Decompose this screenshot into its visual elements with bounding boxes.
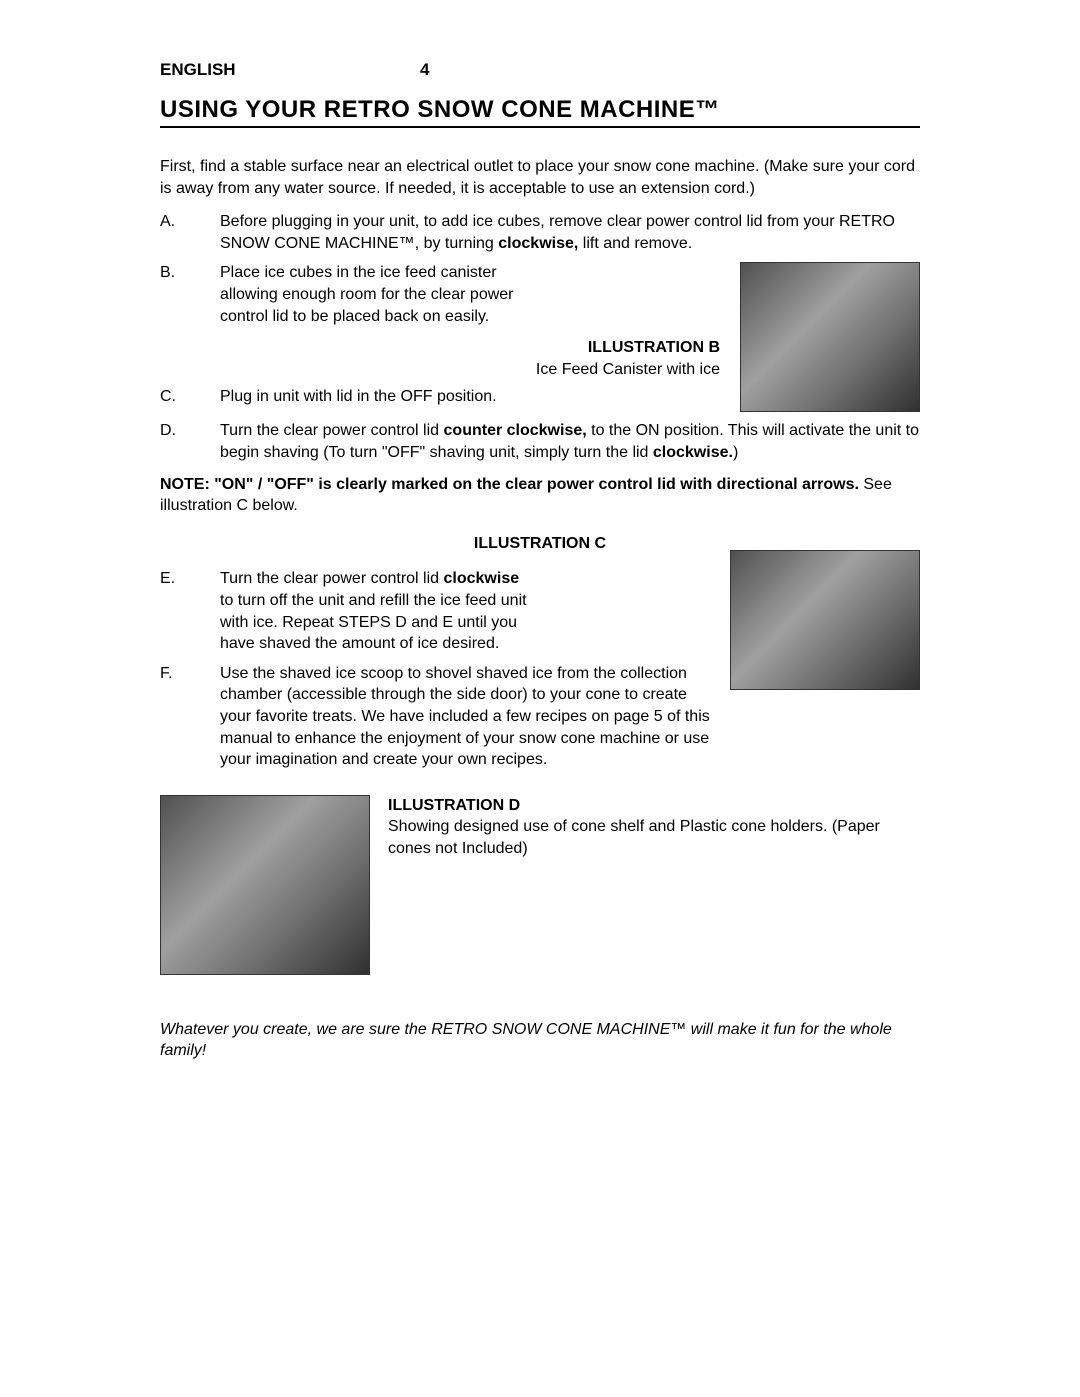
step-f: F. Use the shaved ice scoop to shovel sh… (160, 663, 712, 771)
step-e-bold: clockwise (444, 570, 520, 587)
step-a-content: Before plugging in your unit, to add ice… (220, 211, 920, 254)
step-c-content: Plug in unit with lid in the OFF positio… (220, 386, 722, 408)
step-d-pre: Turn the clear power control lid (220, 422, 444, 439)
step-e: E. Turn the clear power control lid cloc… (160, 568, 712, 654)
step-a: A. Before plugging in your unit, to add … (160, 211, 920, 254)
illustration-b-label: ILLUSTRATION B (160, 337, 720, 359)
step-f-content: Use the shaved ice scoop to shovel shave… (220, 663, 712, 771)
illustration-b-image (740, 262, 920, 412)
step-d: D. Turn the clear power control lid coun… (160, 420, 920, 463)
closing-paragraph: Whatever you create, we are sure the RET… (160, 1019, 920, 1062)
header-language: ENGLISH (160, 60, 420, 80)
step-b-content: Place ice cubes in the ice feed canister… (220, 262, 530, 327)
note-block: NOTE: "ON" / "OFF" is clearly marked on … (160, 474, 920, 517)
step-letter: A. (160, 211, 220, 254)
step-e-pre: Turn the clear power control lid (220, 570, 444, 587)
step-d-post: ) (733, 444, 738, 461)
step-letter: D. (160, 420, 220, 463)
step-b-block: B. Place ice cubes in the ice feed canis… (160, 262, 920, 420)
step-a-bold: clockwise, (498, 235, 578, 252)
illustration-d-image (160, 795, 370, 975)
body: First, find a stable surface near an ele… (160, 156, 920, 1062)
illustration-d-text: ILLUSTRATION D Showing designed use of c… (388, 795, 920, 860)
step-b: B. Place ice cubes in the ice feed canis… (160, 262, 722, 327)
step-letter: C. (160, 386, 220, 408)
illustration-b-caption: Ice Feed Canister with ice (160, 359, 720, 381)
step-d-bold1: counter clockwise, (444, 422, 587, 439)
step-d-bold2: clockwise. (653, 444, 733, 461)
step-letter: E. (160, 568, 220, 654)
page-title: USING YOUR RETRO SNOW CONE MACHINE™ (160, 96, 920, 124)
illustration-d-caption: Showing designed use of cone shelf and P… (388, 816, 920, 859)
step-c: C. Plug in unit with lid in the OFF posi… (160, 386, 722, 408)
step-ef-block: E. Turn the clear power control lid cloc… (160, 568, 920, 778)
illustration-c-image (730, 550, 920, 690)
step-d-content: Turn the clear power control lid counter… (220, 420, 920, 463)
header-page-number: 4 (420, 60, 429, 80)
step-letter: F. (160, 663, 220, 771)
title-rule (160, 126, 920, 128)
intro-paragraph: First, find a stable surface near an ele… (160, 156, 920, 199)
step-e-content: Turn the clear power control lid clockwi… (220, 568, 530, 654)
step-letter: B. (160, 262, 220, 327)
illustration-b-caption-block: ILLUSTRATION B Ice Feed Canister with ic… (160, 337, 720, 380)
step-e-post: to turn off the unit and refill the ice … (220, 592, 527, 652)
manual-page: ENGLISH 4 USING YOUR RETRO SNOW CONE MAC… (0, 0, 1080, 1397)
note-bold: NOTE: "ON" / "OFF" is clearly marked on … (160, 476, 859, 493)
step-a-post: lift and remove. (578, 235, 692, 252)
illustration-d-label: ILLUSTRATION D (388, 795, 920, 817)
illustration-c-label: ILLUSTRATION C (474, 535, 606, 552)
page-header: ENGLISH 4 (160, 60, 920, 80)
illustration-d-block: ILLUSTRATION D Showing designed use of c… (160, 795, 920, 983)
